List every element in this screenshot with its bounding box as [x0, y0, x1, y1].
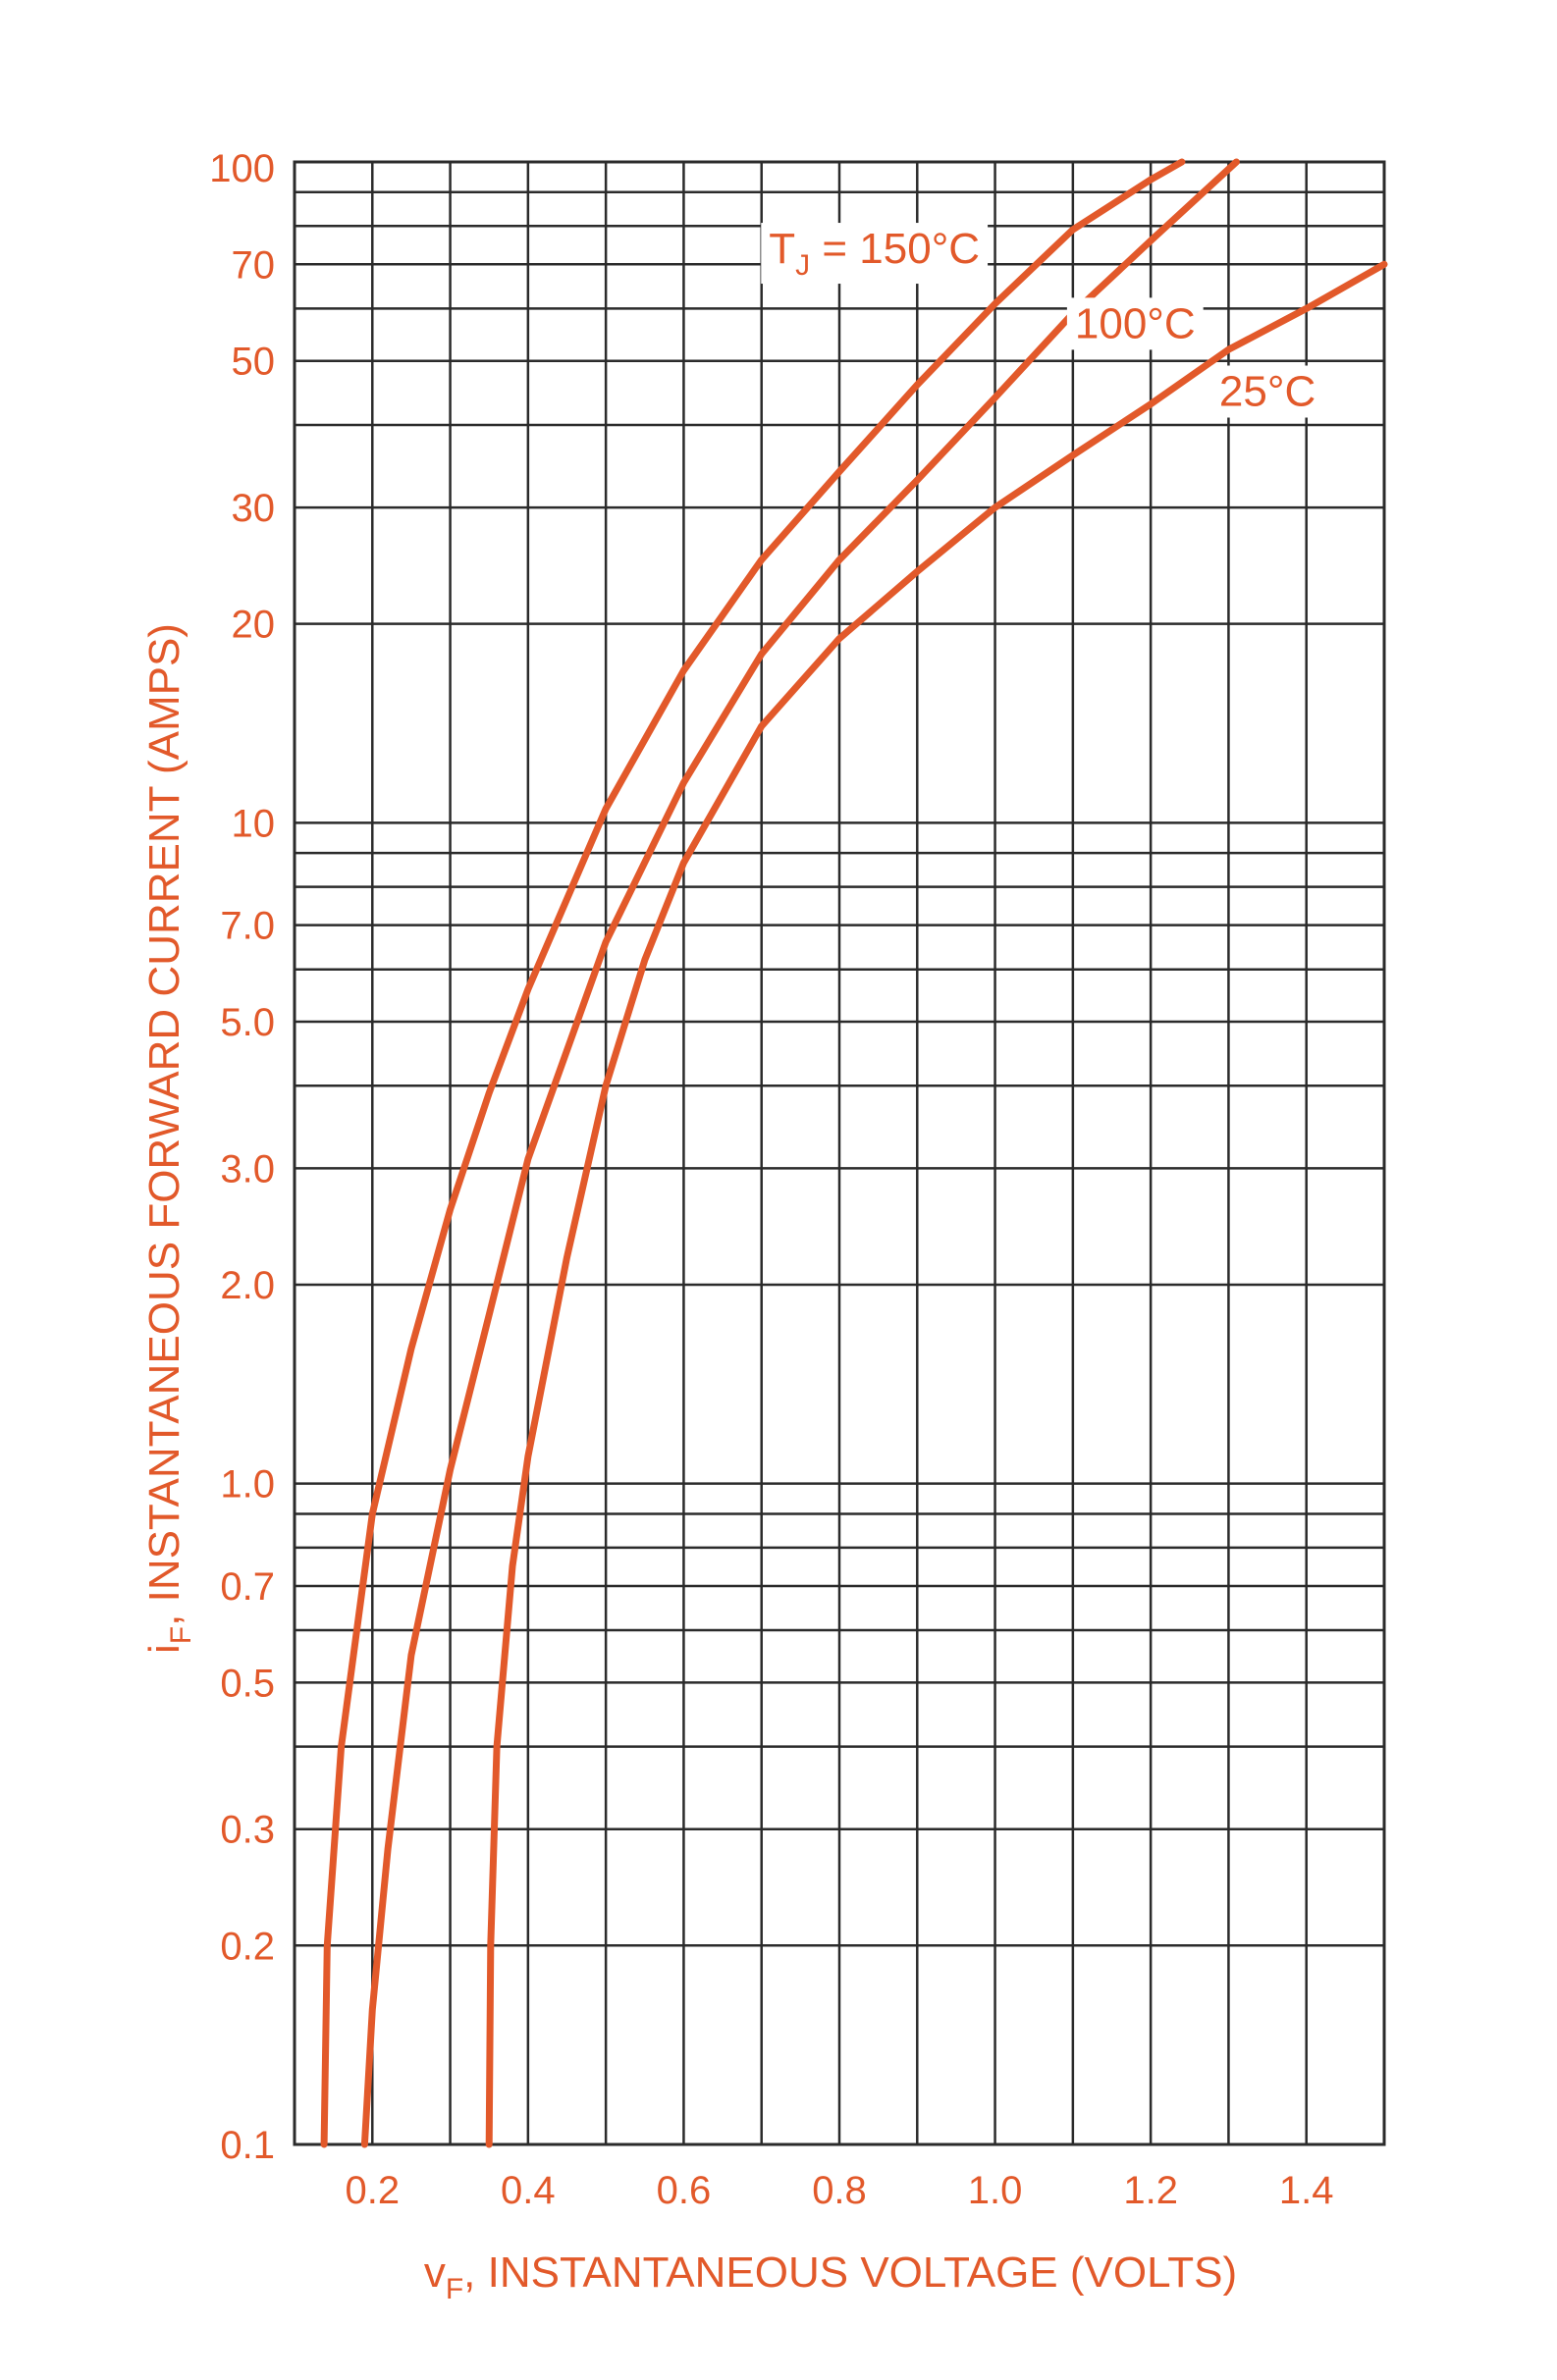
series-labels: TJ = 150°C 100°C 25°C: [761, 223, 1324, 418]
x-axis-title: vF, INSTANTANEOUS VOLTAGE (VOLTS): [424, 2248, 1237, 2305]
x-axis-title-sub: F: [446, 2273, 463, 2305]
series-line-1: [360, 158, 1240, 2148]
y-tick-labels: 0.1 0.2 0.3 0.5 0.7 1.0 2.0 3.0 5.0 7.0 10 20 30 50 70…: [209, 147, 275, 2167]
y-axis-title-sub: F: [165, 1626, 197, 1644]
y-axis-title-rest: , INSTANTANEOUS FORWARD CURRENT (AMPS): [140, 623, 188, 1626]
series-label-main: T: [769, 225, 795, 273]
y-tick-label: 10: [232, 802, 276, 845]
series-line-0: [320, 158, 1186, 2148]
series-label-rest: = 150°C: [810, 225, 980, 273]
y-axis-title: iF, INSTANTANEOUS FORWARD CURRENT (AMPS): [140, 623, 197, 1654]
y-tick-label: 3.0: [220, 1147, 275, 1190]
y-tick-label: 5.0: [220, 1001, 275, 1044]
y-tick-label: 70: [232, 243, 276, 287]
y-tick-label: 0.3: [220, 1809, 275, 1852]
series-label-2: 25°C: [1219, 368, 1315, 416]
series-line-2: [485, 260, 1388, 2148]
plot-frame: [293, 160, 1386, 2146]
y-tick-label: 2.0: [220, 1264, 275, 1307]
x-axis-title-rest: , INSTANTANEOUS VOLTAGE (VOLTS): [463, 2248, 1237, 2297]
y-tick-label: 7.0: [220, 905, 275, 948]
y-tick-label: 0.2: [220, 1925, 275, 1968]
series-label-main: 100°C: [1075, 299, 1196, 347]
series-label-1: 100°C: [1075, 299, 1196, 347]
series-label-main: 25°C: [1219, 368, 1315, 416]
y-tick-label: 20: [232, 604, 276, 647]
grid: [293, 160, 1386, 2146]
x-axis-title-main: v: [424, 2248, 446, 2297]
y-tick-label: 0.5: [220, 1662, 275, 1705]
x-tick-label: 0.4: [501, 2169, 556, 2212]
y-tick-label: 0.1: [220, 2124, 275, 2167]
y-tick-label: 1.0: [220, 1463, 275, 1507]
y-axis-title-main: i: [140, 1644, 188, 1654]
x-tick-label: 0.2: [345, 2169, 400, 2212]
x-tick-label: 1.2: [1123, 2169, 1178, 2212]
x-tick-label: 0.6: [657, 2169, 712, 2212]
x-tick-labels: 0.2 0.4 0.6 0.8 1.0 1.2 1.4: [345, 2169, 1333, 2212]
series-label-0: TJ = 150°C: [769, 225, 980, 282]
x-tick-label: 1.4: [1279, 2169, 1334, 2212]
y-tick-label: 100: [209, 147, 275, 190]
y-tick-label: 50: [232, 341, 276, 384]
y-tick-label: 0.7: [220, 1565, 275, 1609]
series-label-bg: [1210, 365, 1324, 418]
curves: [320, 158, 1388, 2148]
x-tick-label: 1.0: [968, 2169, 1023, 2212]
x-tick-label: 0.8: [812, 2169, 867, 2212]
series-label-sub: J: [795, 249, 810, 282]
y-tick-label: 30: [232, 487, 276, 530]
series-label-bg: [761, 223, 989, 285]
series-label-bg: [1066, 297, 1204, 350]
